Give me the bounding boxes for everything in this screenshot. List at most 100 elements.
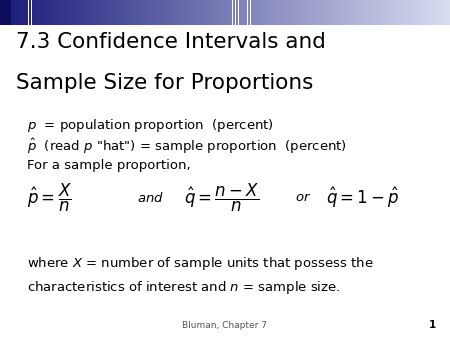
Bar (71, 0, 72, 25)
Bar (399, 0, 400, 25)
Bar (126, 0, 127, 25)
Bar (207, 0, 208, 25)
Bar (53, 0, 54, 25)
Bar (350, 0, 351, 25)
Bar (156, 0, 157, 25)
Bar (68, 0, 69, 25)
Bar (314, 0, 315, 25)
Bar (356, 0, 357, 25)
Bar (201, 0, 202, 25)
Bar (363, 0, 365, 25)
Bar (351, 0, 352, 25)
Bar (86, 0, 87, 25)
Bar (258, 0, 260, 25)
Bar (302, 0, 303, 25)
Bar (435, 0, 436, 25)
Bar (334, 0, 336, 25)
Bar (217, 0, 219, 25)
Bar (226, 0, 228, 25)
Bar (240, 0, 242, 25)
Bar (18, 0, 19, 25)
Bar (266, 0, 267, 25)
Bar (423, 0, 424, 25)
Text: $\hat{p}$  (read $p$ "hat") = sample proportion  (percent): $\hat{p}$ (read $p$ "hat") = sample prop… (27, 137, 347, 156)
Bar (354, 0, 356, 25)
Bar (72, 0, 73, 25)
Bar (112, 0, 114, 25)
Bar (62, 0, 63, 25)
Bar (384, 0, 386, 25)
Bar (282, 0, 284, 25)
Bar (230, 0, 231, 25)
Bar (396, 0, 397, 25)
Bar (190, 0, 192, 25)
Bar (136, 0, 138, 25)
Bar (46, 0, 48, 25)
Bar (306, 0, 307, 25)
Bar (360, 0, 361, 25)
Bar (414, 0, 415, 25)
Bar (54, 0, 55, 25)
Text: $\mathit{and}$: $\mathit{and}$ (137, 191, 164, 205)
Bar (188, 0, 189, 25)
Text: characteristics of interest and $n$ = sample size.: characteristics of interest and $n$ = sa… (27, 279, 341, 296)
Bar (393, 0, 395, 25)
Bar (4, 0, 6, 25)
Bar (323, 0, 324, 25)
Bar (431, 0, 432, 25)
Bar (441, 0, 442, 25)
Bar (44, 0, 45, 25)
Bar (300, 0, 302, 25)
Bar (96, 0, 98, 25)
Bar (208, 0, 210, 25)
Bar (32, 0, 33, 25)
Bar (222, 0, 224, 25)
Bar (260, 0, 261, 25)
Bar (116, 0, 117, 25)
Bar (432, 0, 433, 25)
Bar (316, 0, 318, 25)
Bar (255, 0, 256, 25)
Bar (24, 0, 26, 25)
Bar (89, 0, 90, 25)
Bar (40, 0, 42, 25)
Bar (449, 0, 450, 25)
Bar (392, 0, 393, 25)
Bar (117, 0, 118, 25)
Bar (415, 0, 417, 25)
Bar (418, 0, 420, 25)
Bar (252, 0, 253, 25)
Bar (310, 0, 312, 25)
Bar (225, 0, 226, 25)
Bar (0, 0, 11, 25)
Bar (174, 0, 176, 25)
Bar (192, 0, 194, 25)
Bar (194, 0, 195, 25)
Bar (170, 0, 171, 25)
Bar (206, 0, 207, 25)
Bar (198, 0, 199, 25)
Bar (78, 0, 80, 25)
Bar (402, 0, 404, 25)
Bar (195, 0, 197, 25)
Bar (386, 0, 387, 25)
Bar (27, 0, 28, 25)
Text: $\hat{q} = 1 - \hat{p}$: $\hat{q} = 1 - \hat{p}$ (326, 186, 400, 210)
Bar (75, 0, 76, 25)
Bar (234, 0, 235, 25)
Bar (176, 0, 177, 25)
Bar (129, 0, 130, 25)
Bar (339, 0, 341, 25)
Bar (231, 0, 233, 25)
Bar (375, 0, 377, 25)
Bar (305, 0, 306, 25)
Bar (296, 0, 297, 25)
Bar (9, 0, 10, 25)
Bar (438, 0, 440, 25)
Bar (100, 0, 102, 25)
Bar (90, 0, 91, 25)
Bar (276, 0, 278, 25)
Bar (55, 0, 57, 25)
Bar (408, 0, 410, 25)
Bar (410, 0, 411, 25)
